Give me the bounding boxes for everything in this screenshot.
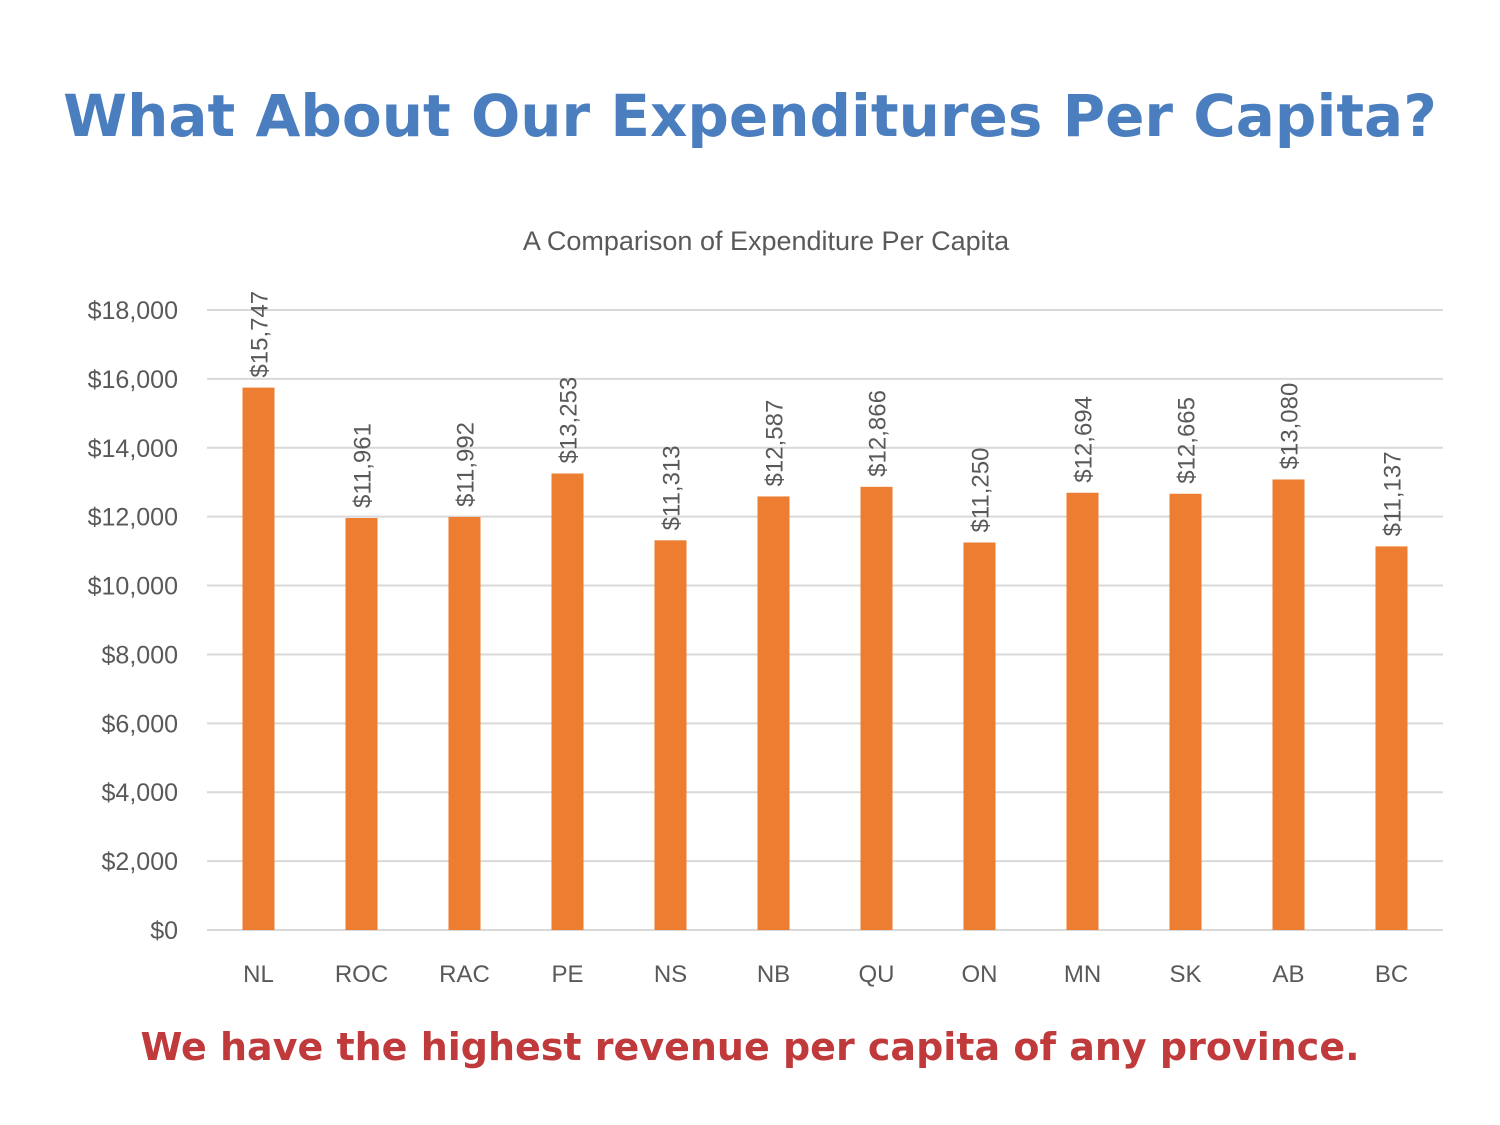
- bar-nl: [242, 387, 275, 930]
- data-label: $11,313: [659, 445, 686, 530]
- bar-on: [963, 542, 996, 930]
- data-label: $11,250: [968, 448, 995, 533]
- x-tick-label: ON: [962, 961, 998, 988]
- x-tick-label: PE: [551, 961, 583, 988]
- x-tick-label: BC: [1375, 961, 1408, 988]
- bar-ab: [1272, 479, 1305, 930]
- data-label: $11,992: [453, 422, 480, 507]
- slide-title: What About Our Expenditures Per Capita?: [63, 82, 1437, 150]
- y-tick-label: $2,000: [102, 848, 178, 876]
- bar-roc: [345, 518, 378, 930]
- x-tick-label: NL: [243, 961, 274, 988]
- x-tick-label: ROC: [335, 961, 388, 988]
- bar-nb: [757, 496, 790, 930]
- x-tick-label: RAC: [439, 961, 490, 988]
- x-tick-label: SK: [1169, 961, 1201, 988]
- data-label: $13,253: [556, 377, 583, 464]
- x-tick-label: NS: [654, 961, 687, 988]
- x-tick-label: AB: [1272, 961, 1304, 988]
- data-label: $13,080: [1277, 383, 1304, 470]
- x-tick-label: QU: [859, 961, 895, 988]
- data-label: $12,587: [762, 400, 789, 487]
- y-tick-label: $8,000: [102, 641, 178, 669]
- bar-mn: [1066, 492, 1099, 930]
- bar-bc: [1375, 546, 1408, 930]
- y-tick-label: $18,000: [88, 297, 178, 325]
- bar-ns: [654, 540, 687, 930]
- bar-rac: [448, 516, 481, 930]
- bar-sk: [1169, 493, 1202, 930]
- slide-footer: We have the highest revenue per capita o…: [140, 1025, 1360, 1069]
- y-tick-label: $14,000: [88, 435, 178, 463]
- y-tick-label: $4,000: [102, 779, 178, 807]
- data-label: $11,137: [1380, 451, 1407, 536]
- y-tick-label: $0: [150, 917, 178, 945]
- data-label: $12,665: [1174, 397, 1201, 484]
- bar-pe: [551, 473, 584, 930]
- x-tick-label: NB: [757, 961, 790, 988]
- chart-title: A Comparison of Expenditure Per Capita: [523, 226, 1010, 256]
- data-label: $12,866: [865, 390, 892, 477]
- y-tick-label: $10,000: [88, 573, 178, 601]
- y-tick-label: $6,000: [102, 710, 178, 738]
- data-label: $15,747: [247, 291, 274, 378]
- data-label: $11,961: [350, 423, 377, 508]
- data-label: $12,694: [1071, 396, 1098, 483]
- y-tick-label: $12,000: [88, 504, 178, 532]
- y-tick-label: $16,000: [88, 366, 178, 394]
- bar-qu: [860, 486, 893, 930]
- x-tick-label: MN: [1064, 961, 1101, 988]
